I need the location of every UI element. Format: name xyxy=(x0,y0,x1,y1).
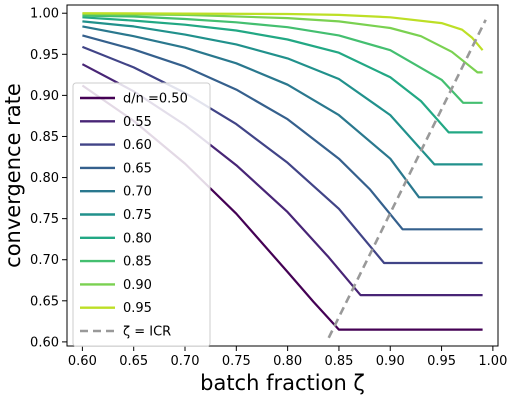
plot-area-frame xyxy=(66,4,499,347)
y-tick-label: 0.75 xyxy=(30,212,59,227)
x-tick-label: 0.90 xyxy=(376,354,405,369)
legend-label: 0.70 xyxy=(123,185,152,200)
axis-ticks: 0.60 0.65 0.70 0.75 0.80 0.85 0.90 0.95 1.00 0.60… xyxy=(30,7,507,369)
y-axis-label: convergence rate xyxy=(1,83,25,268)
legend-label: 0.75 xyxy=(123,208,152,223)
legend-label: d/n =0.50 xyxy=(123,92,188,107)
x-tick-label: 0.95 xyxy=(427,354,456,369)
legend-label: 0.95 xyxy=(123,301,152,316)
series-line-4 xyxy=(82,25,483,199)
series-line-7 xyxy=(82,14,483,104)
series-line-6 xyxy=(82,16,483,134)
legend-label: 0.55 xyxy=(123,115,152,130)
x-tick-label: 0.75 xyxy=(222,354,251,369)
y-tick-label: 0.70 xyxy=(30,253,59,268)
series-line-10 xyxy=(327,19,487,339)
series-line-3 xyxy=(82,34,483,231)
legend-box xyxy=(72,82,211,347)
x-tick-label: 0.70 xyxy=(171,354,200,369)
x-tick-label: 1.00 xyxy=(478,354,507,369)
legend-label: 0.60 xyxy=(123,138,152,153)
legend-label: 0.85 xyxy=(123,255,152,270)
legend-label: 0.65 xyxy=(123,161,152,176)
series-line-9 xyxy=(82,12,484,51)
y-tick-label: 0.95 xyxy=(30,48,59,63)
series-line-8 xyxy=(82,12,483,74)
series-line-5 xyxy=(82,20,483,166)
y-tick-label: 1.00 xyxy=(30,7,59,22)
legend: d/n =0.50 0.55 0.60 0.65 0.70 0.75 0.80 0.85 0.9… xyxy=(72,82,211,347)
x-tick-label: 0.65 xyxy=(119,354,148,369)
legend-label: 0.80 xyxy=(123,231,152,246)
y-tick-label: 0.65 xyxy=(30,294,59,309)
x-tick-label: 0.85 xyxy=(324,354,353,369)
x-tick-label: 0.80 xyxy=(273,354,302,369)
legend-label: 0.90 xyxy=(123,278,152,293)
y-tick-label: 0.85 xyxy=(30,130,59,145)
series-line-2 xyxy=(81,45,483,265)
y-tick-label: 0.60 xyxy=(30,335,59,350)
y-tick-label: 0.90 xyxy=(30,89,59,104)
x-tick-label: 0.60 xyxy=(68,354,97,369)
legend-label: ζ = ICR xyxy=(123,325,171,340)
y-tick-label: 0.80 xyxy=(30,171,59,186)
x-axis-label: batch fraction ζ xyxy=(200,371,365,395)
